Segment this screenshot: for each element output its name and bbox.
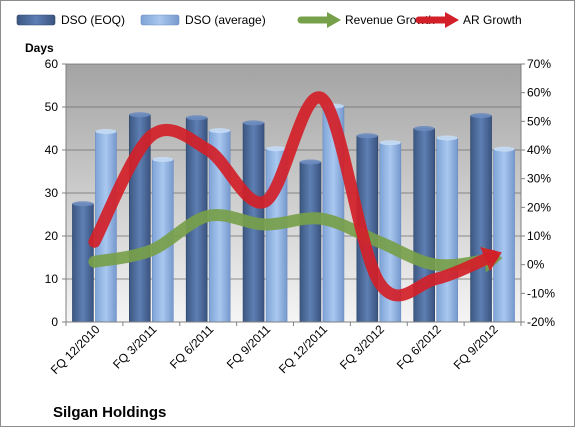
right-tick-label: 20% [527,200,551,214]
x-tick-label: FQ 6/2011 [167,322,217,372]
left-tick-label: 60 [45,57,59,71]
right-axis-ticks: -20% -10% 0% 10% 20% 30% 40% 50% 60% 70% [521,57,555,329]
bar-dso-eoq [470,115,492,323]
bar-top-dso-average [266,146,288,152]
bar-top-dso-eoq [299,159,321,165]
right-tick-label: 0% [527,258,545,272]
bar-dso-average [436,137,458,323]
bar-top-dso-eoq [72,201,94,207]
y-axis-title: Days [25,41,54,55]
bar-dso-average [493,148,515,323]
bar-top-dso-eoq [356,133,378,139]
left-axis-ticks: 0 10 20 30 40 50 60 [45,57,66,329]
left-tick-label: 40 [45,143,59,157]
legend-arrow-ar-growth [445,12,459,28]
x-tick-label: FQ 12/2011 [276,322,330,376]
arrowhead-ar-growth [480,247,502,272]
bar-top-dso-average [379,140,401,146]
right-tick-label: 50% [527,114,551,128]
left-tick-label: 10 [45,272,59,286]
right-tick-label: 40% [527,143,551,157]
bar-top-dso-average [95,129,117,135]
x-tick-label: FQ 9/2011 [224,322,274,372]
bar-top-dso-eoq [470,113,492,119]
line-ar-growth [88,91,499,302]
x-axis-ticks: FQ 12/2010 FQ 3/2011 FQ 6/2011 FQ 9/2011 FQ … [48,322,501,377]
bar-dso-eoq [299,161,322,323]
left-tick-label: 0 [51,315,58,329]
right-tick-label: 10% [527,229,551,243]
bar-top-dso-eoq [129,112,151,118]
legend-arrow-revenue-growth [327,12,341,28]
legend-label-dso-eoq: DSO (EOQ) [61,13,125,27]
left-tick-label: 20 [45,229,59,243]
line-revenue-growth [88,209,499,272]
x-tick-label: FQ 9/2012 [451,322,501,372]
bar-top-dso-average [493,146,515,152]
right-tick-label: -20% [527,315,555,329]
chart-caption: Silgan Holdings [53,404,166,421]
right-tick-label: 70% [527,57,551,71]
right-tick-label: -10% [527,286,555,300]
bar-top-dso-eoq [243,120,265,126]
legend-label-revenue-growth: Revenue Growth [345,13,435,27]
x-tick-label: FQ 3/2011 [110,322,160,372]
bar-top-dso-eoq [413,126,435,131]
bar-top-dso-average [152,156,174,162]
line-series [88,91,503,302]
right-tick-label: 30% [527,172,551,186]
x-tick-label: FQ 6/2012 [394,322,444,372]
left-tick-label: 50 [45,100,59,114]
right-tick-label: 60% [527,86,551,100]
left-tick-label: 30 [45,186,59,200]
bar-top-dso-average [209,128,231,134]
legend-label-ar-growth: AR Growth [463,13,522,27]
x-tick-label: FQ 3/2012 [337,322,387,372]
legend-swatch-dso-eoq [16,14,56,26]
legend-label-dso-average: DSO (average) [185,13,266,27]
bar-top-dso-average [436,135,458,141]
legend: DSO (EOQ) DSO (average) Revenue Growth AR G… [16,12,522,28]
bar-series [72,103,515,323]
bar-top-dso-eoq [186,115,208,121]
legend-swatch-dso-average [140,14,180,26]
x-tick-label: FQ 12/2010 [48,322,103,377]
